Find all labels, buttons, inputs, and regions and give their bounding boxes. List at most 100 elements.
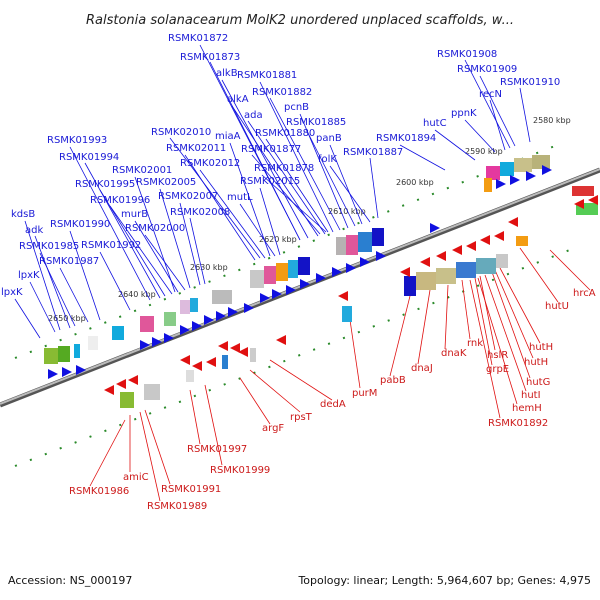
gene-label: RSMK01882 <box>252 87 312 98</box>
forward-tick-track <box>14 143 561 359</box>
leader-line <box>389 295 411 377</box>
gene-label: RSMK01990 <box>50 219 110 230</box>
reverse-gene-arrow <box>494 231 504 241</box>
reverse-gene-arrow <box>206 357 216 367</box>
leader-line <box>69 146 151 301</box>
gene-block <box>514 158 532 172</box>
reverse-gene-arrow <box>238 347 248 357</box>
leader-line <box>269 359 333 401</box>
leader-line <box>239 377 271 425</box>
leader-line <box>59 267 89 323</box>
gene-label: hrcA <box>573 288 596 299</box>
leader-line <box>204 384 223 466</box>
gene-block <box>144 384 160 400</box>
leader-line <box>305 128 356 227</box>
leader-line <box>265 138 329 233</box>
kbp-label: 2640 kbp <box>118 290 156 299</box>
gene-label: dnaJ <box>411 363 433 374</box>
leader-line <box>221 79 309 239</box>
leader-line <box>69 230 101 321</box>
leader-line <box>89 419 126 487</box>
gene-label: RSMK02001 <box>112 165 172 176</box>
gene-features <box>44 155 598 408</box>
leader-line <box>474 277 493 366</box>
gene-block <box>120 392 134 408</box>
kbp-label: 2610 kbp <box>328 207 366 216</box>
reverse-gene-arrow <box>116 379 126 389</box>
forward-gene-arrow <box>62 367 72 377</box>
forward-gene-arrow <box>526 171 536 181</box>
leader-line <box>251 154 321 235</box>
forward-gene-arrow <box>542 165 552 175</box>
leader-line <box>444 284 449 350</box>
gene-label: hutI <box>521 390 541 401</box>
gene-label: lpxK <box>18 270 40 281</box>
gene-label: folK <box>318 154 337 165</box>
forward-gene-arrow <box>376 251 386 261</box>
gene-block <box>190 298 198 312</box>
leader-line <box>29 281 56 333</box>
gene-label: RSMK01894 <box>376 133 436 144</box>
reverse-gene-arrow <box>128 375 138 385</box>
gene-label: RSMK02000 <box>125 223 185 234</box>
gene-label: pabB <box>380 375 406 386</box>
forward-gene-arrow <box>260 293 270 303</box>
leader-line <box>499 267 541 344</box>
reverse-gene-arrow <box>230 343 240 353</box>
reverse-gene-arrow <box>218 341 228 351</box>
forward-gene-arrow <box>180 325 190 335</box>
forward-gene-arrow <box>228 307 238 317</box>
gene-label: RSMK01992 <box>81 240 141 251</box>
gene-label: hutG <box>526 377 550 388</box>
leader-line <box>199 169 266 259</box>
reverse-gene-arrow <box>104 385 114 395</box>
leader-line <box>247 120 326 235</box>
gene-block <box>500 162 514 176</box>
leader-line <box>134 220 179 293</box>
gene-label: RSMK02010 <box>151 127 211 138</box>
forward-gene-arrow <box>48 369 58 379</box>
leader-line <box>484 274 527 392</box>
gene-label: hutH <box>524 357 548 368</box>
forward-gene-arrow <box>286 285 296 295</box>
leader-line <box>329 165 371 223</box>
reverse-gene-arrow <box>400 267 410 277</box>
leader-line <box>464 59 511 149</box>
gene-label: amiC <box>123 472 149 483</box>
gene-block <box>58 346 70 362</box>
leader-line <box>349 319 361 389</box>
leader-line <box>491 271 531 379</box>
gene-block <box>164 312 176 326</box>
gene-block <box>140 316 154 332</box>
gene-label: lpxK <box>1 287 23 298</box>
forward-gene-arrow <box>430 223 440 233</box>
gene-label: RSMK01881 <box>237 70 297 81</box>
gene-label: RSMK01986 <box>69 486 129 497</box>
leader-line <box>209 61 301 241</box>
gene-label: RSMK01887 <box>343 147 403 158</box>
gene-label: RSMK01910 <box>500 77 560 88</box>
leader-line <box>229 142 271 257</box>
leader-line <box>39 252 76 327</box>
gene-label: RSMK01892 <box>488 418 548 429</box>
leader-line <box>434 129 476 161</box>
gene-label: hutH <box>529 342 553 353</box>
reverse-gene-arrow <box>276 335 286 345</box>
gene-label: RSMK01873 <box>180 52 240 63</box>
gene-label: pcnB <box>284 102 309 113</box>
kbp-label: 2630 kbp <box>190 263 228 272</box>
leader-line <box>139 411 161 502</box>
forward-gene-labels: RSMK01872 RSMK01873 alkB alkA ada RSMK01… <box>1 33 560 298</box>
gene-block <box>222 355 228 369</box>
gene-label: hemH <box>512 403 542 414</box>
gene-label: RSMK01993 <box>47 135 107 146</box>
reverse-gene-arrow <box>466 241 476 251</box>
gene-block <box>476 258 496 274</box>
gene-label: rpsT <box>290 412 313 423</box>
gene-label: alkB <box>216 68 238 79</box>
reverse-gene-arrow <box>452 245 462 255</box>
gene-label: RSMK02005 <box>136 177 196 188</box>
forward-gene-arrow <box>332 267 342 277</box>
leader-line <box>34 235 71 329</box>
